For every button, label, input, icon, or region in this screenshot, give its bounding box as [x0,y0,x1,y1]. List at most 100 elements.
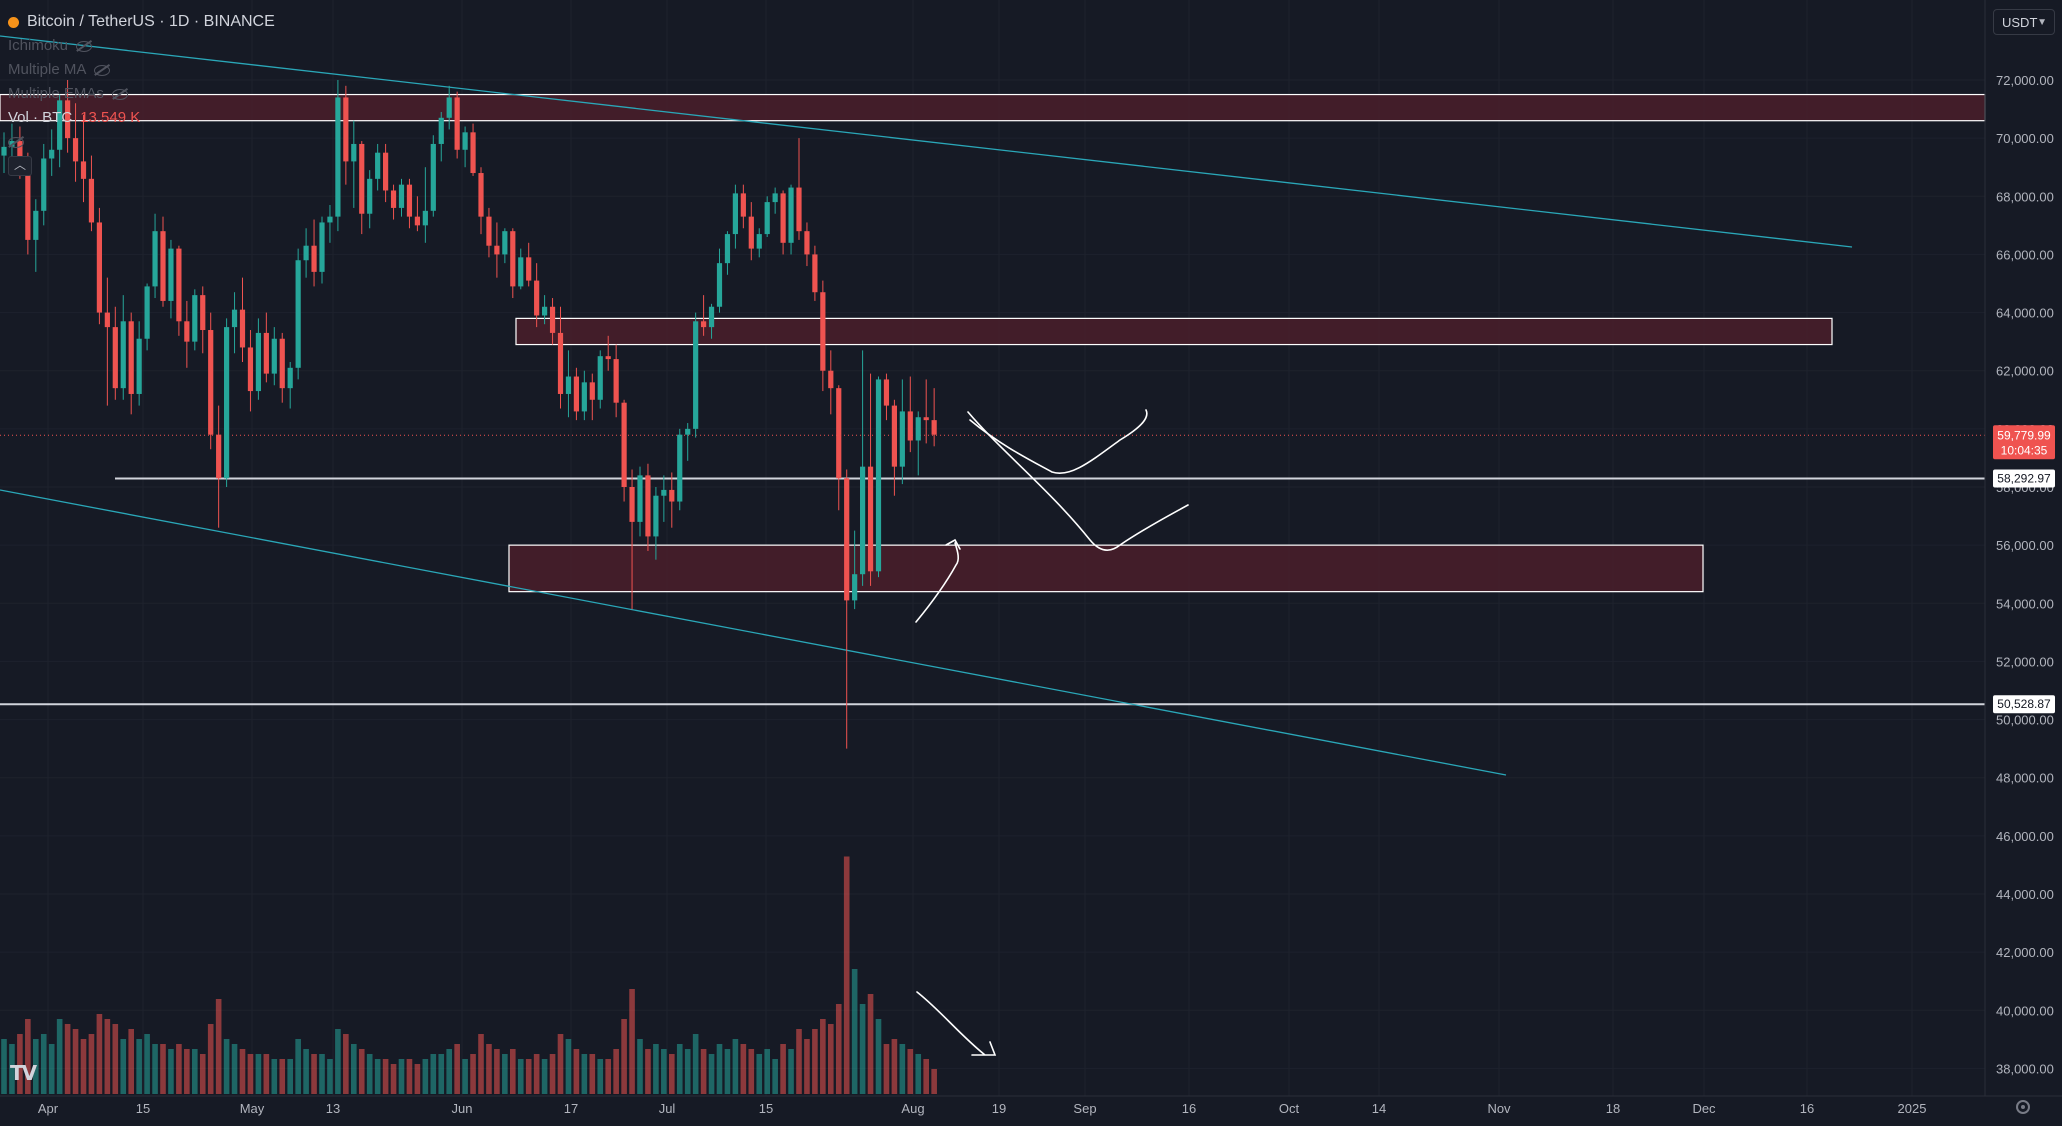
upper-trendline[interactable] [0,35,1853,248]
volume-bar [891,1039,898,1094]
candle-body [57,100,63,150]
candle-body [144,286,150,339]
lower-trendline[interactable] [0,489,1507,776]
candle-body [25,173,31,240]
eye-hidden-icon[interactable] [94,64,111,76]
candle-body [96,222,102,313]
candle-body [899,411,905,467]
symbol-title[interactable]: Bitcoin / TetherUS · 1D · BINANCE [27,13,275,30]
volume-bar [684,1049,691,1094]
volume-label[interactable]: Vol · BTC [8,109,73,126]
collapse-legend-button[interactable]: ︿ [8,156,32,176]
price-zone[interactable] [515,317,1833,346]
candle-body [176,248,182,322]
volume-bar [454,1044,460,1094]
price-tick-label: 70,000.00 [1996,131,2054,146]
volume-bar [732,1039,739,1094]
projection-path-lower [967,411,1189,551]
candle-body [295,260,301,368]
volume-bar [33,1039,39,1094]
volume-bar [804,1039,810,1094]
candle-body [88,178,95,223]
eye-hidden-icon[interactable] [111,88,128,100]
price-tick-label: 68,000.00 [1996,189,2054,204]
volume-bar [152,1044,158,1094]
candle-body [931,420,937,435]
volume-down-arrow [916,991,997,1056]
time-tick-label: 19 [992,1101,1006,1116]
volume-bar [470,1054,476,1094]
candle-body [828,370,834,389]
volume-bar [231,1044,238,1094]
tradingview-logo-icon[interactable]: TV [10,1061,37,1085]
volume-bar [327,1059,333,1094]
indicator-multiple-emas[interactable]: Multiple EMAs [8,85,104,102]
candle-body [693,321,699,429]
time-axis[interactable]: Apr 15 May 13 Jun 17 Jul 15 Aug 19 Sep 16 Oct 14 Nov 18… [0,1095,2062,1116]
hand-drawn-annotations[interactable] [915,409,1189,1056]
candle-body [613,359,619,403]
volume-bar [692,1034,699,1094]
support-resistance-zones[interactable] [0,93,1986,593]
time-tick-label: Sep [1073,1101,1096,1116]
volume-bar [883,1044,890,1094]
candle-body [732,193,738,235]
volume-bar [215,999,222,1094]
last-price-label: 59,779.99 [1997,428,2051,442]
currency-selector[interactable]: USDT ▼ [1993,9,2055,35]
volume-bar [104,1019,111,1094]
chevron-down-icon: ▼ [2037,17,2047,28]
volume-bar [740,1044,747,1094]
candle-body [756,234,762,249]
volume-bar [414,1064,421,1094]
candle-body [923,417,929,421]
level-price-label: 58,292.97 [1997,471,2051,485]
time-tick-label: 18 [1606,1101,1620,1116]
price-tick-label: 40,000.00 [1996,1003,2054,1018]
candle-body [231,309,238,328]
volume-bar [9,1044,15,1094]
candle-body [33,210,39,240]
time-tick-label: 16 [1800,1101,1814,1116]
volume-bar [390,1064,397,1094]
volume-bar [48,1044,55,1094]
volume-bar [533,1054,540,1094]
price-zone[interactable] [0,93,1986,122]
candle-body [478,173,484,217]
volume-bar [64,1024,71,1094]
volume-bar [828,1024,834,1094]
eye-hidden-icon[interactable] [76,40,93,52]
candle-body [192,295,198,342]
candle-body [112,327,118,389]
volume-bar [184,1049,190,1094]
volume-bar [907,1049,914,1094]
eye-hidden-icon[interactable] [8,136,24,148]
candle-body [239,309,246,348]
settings-icon[interactable] [2016,1100,2030,1114]
volume-bar [756,1054,763,1094]
indicator-multiple-ma[interactable]: Multiple MA [8,61,87,78]
price-zone[interactable] [508,544,1704,593]
volume-bar [581,1054,588,1094]
volume-bar [875,1019,882,1094]
volume-bar [676,1044,683,1094]
volume-bar [56,1019,63,1094]
volume-bar [382,1059,389,1094]
candle-body [184,321,190,342]
level-price-label: 50,528.87 [1997,697,2051,711]
candle-body [160,231,166,301]
candle-body [287,367,293,389]
candle-body [860,466,866,575]
horizontal-levels[interactable] [0,434,1985,706]
level-price-tag [1993,695,2055,714]
indicator-ichimoku[interactable]: Ichimoku [8,37,69,54]
time-tick-label: 2025 [1898,1101,1927,1116]
volume-bar [820,1019,826,1094]
time-tick-label: Dec [1692,1101,1716,1116]
volume-bar [700,1049,707,1094]
trendlines[interactable] [0,35,1853,776]
price-tick-label: 38,000.00 [1996,1061,2054,1076]
candle-body [430,143,436,211]
